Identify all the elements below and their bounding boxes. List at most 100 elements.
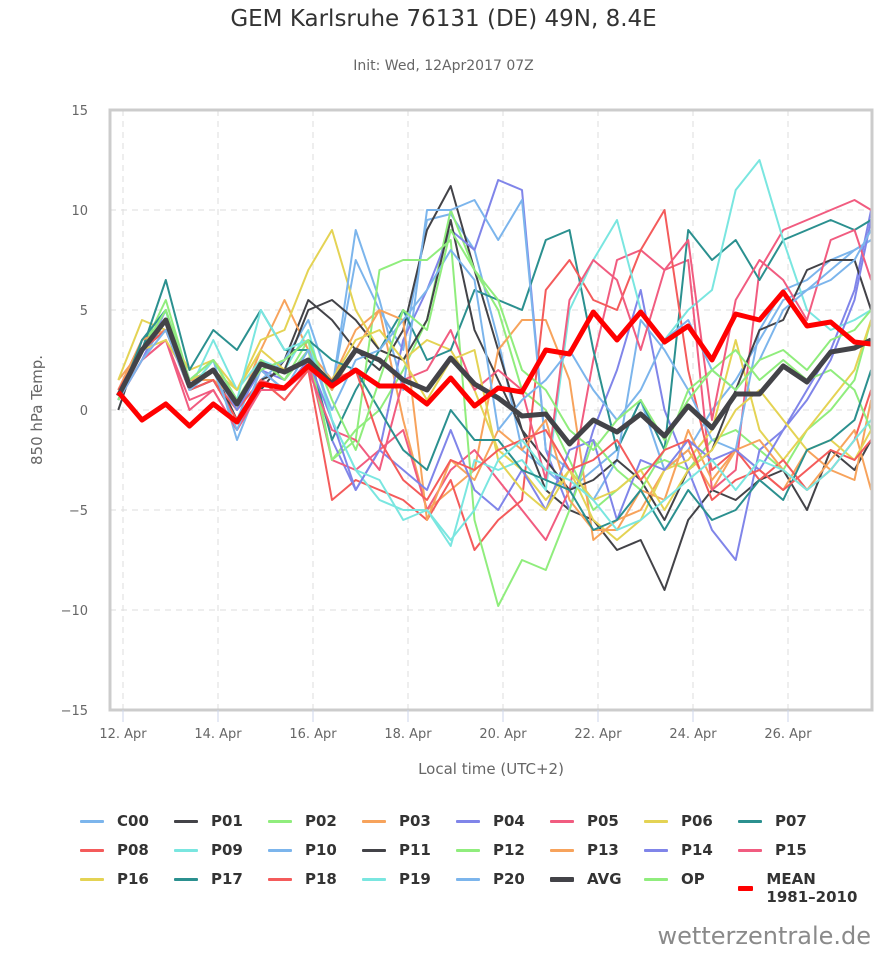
legend-item-p19[interactable]: P19 <box>362 870 431 888</box>
legend-swatch <box>550 876 574 882</box>
legend-swatch <box>738 848 762 852</box>
legend-swatch <box>738 885 754 891</box>
legend-item-p11[interactable]: P11 <box>362 841 431 859</box>
legend-swatch <box>268 848 292 852</box>
x-tick-label: 18. Apr <box>384 727 432 742</box>
legend-item-op[interactable]: OP <box>644 870 705 888</box>
y-tick-label: −15 <box>61 704 88 719</box>
legend-item-p14[interactable]: P14 <box>644 841 713 859</box>
series-line-p14 <box>117 219 873 521</box>
legend-item-p20[interactable]: P20 <box>456 870 525 888</box>
y-tick-label: 10 <box>71 204 88 219</box>
legend-item-p04[interactable]: P04 <box>456 812 525 830</box>
legend-item-p02[interactable]: P02 <box>268 812 337 830</box>
legend-label: P14 <box>681 841 713 859</box>
legend-item-p16[interactable]: P16 <box>80 870 149 888</box>
x-tick-label: 12. Apr <box>99 727 147 742</box>
legend-item-p17[interactable]: P17 <box>174 870 243 888</box>
legend-swatch <box>550 819 574 823</box>
x-tick-label: 26. Apr <box>764 727 812 742</box>
legend-label: P19 <box>399 870 431 888</box>
legend-swatch <box>456 848 480 852</box>
chart-subtitle: Init: Wed, 12Apr2017 07Z <box>353 58 534 74</box>
legend-item-p18[interactable]: P18 <box>268 870 337 888</box>
series-layer <box>116 159 873 607</box>
series-line-p15 <box>117 229 873 481</box>
legend-swatch <box>456 819 480 823</box>
legend-label: P03 <box>399 812 431 830</box>
legend-swatch <box>362 819 386 823</box>
legend-label: P10 <box>305 841 337 859</box>
legend-swatch <box>80 819 104 823</box>
y-tick-label: −5 <box>69 504 88 519</box>
x-tick-label: 16. Apr <box>289 727 337 742</box>
legend-swatch <box>550 848 574 852</box>
y-tick-label: 15 <box>71 104 88 119</box>
legend-swatch <box>644 819 668 823</box>
legend-item-p10[interactable]: P10 <box>268 841 337 859</box>
legend-item-p05[interactable]: P05 <box>550 812 619 830</box>
legend-label: P20 <box>493 870 525 888</box>
legend-label: P09 <box>211 841 243 859</box>
legend-swatch <box>362 848 386 852</box>
legend-label: P17 <box>211 870 243 888</box>
legend-item-p01[interactable]: P01 <box>174 812 243 830</box>
legend-label: P01 <box>211 812 243 830</box>
legend-item-p09[interactable]: P09 <box>174 841 243 859</box>
y-tick-label: −10 <box>61 604 88 619</box>
legend-label: P07 <box>775 812 807 830</box>
legend-item-c00[interactable]: C00 <box>80 812 149 830</box>
legend-swatch <box>362 877 386 881</box>
legend-swatch <box>174 877 198 881</box>
series-line-avg <box>116 317 873 447</box>
legend-label: P11 <box>399 841 431 859</box>
y-axis-title: 850 hPa Temp. <box>28 355 46 465</box>
legend-swatch <box>738 819 762 823</box>
legend-label: C00 <box>117 812 149 830</box>
legend-swatch <box>174 819 198 823</box>
plot-frame <box>108 108 874 712</box>
chart-title: GEM Karlsruhe 76131 (DE) 49N, 8.4E <box>230 6 657 32</box>
x-tick-label: 24. Apr <box>669 727 717 742</box>
series-line-p19 <box>117 309 872 541</box>
legend-label: P02 <box>305 812 337 830</box>
legend-swatch <box>644 848 668 852</box>
x-tick-label: 22. Apr <box>574 727 622 742</box>
legend-label: P05 <box>587 812 619 830</box>
legend-swatch <box>80 848 104 852</box>
legend-item-p13[interactable]: P13 <box>550 841 619 859</box>
legend-label: P15 <box>775 841 807 859</box>
legend-label: OP <box>681 870 705 888</box>
legend-swatch <box>644 877 668 881</box>
legend-item-mean-1981-2010[interactable]: MEAN 1981–2010 <box>738 870 860 906</box>
legend-label: P16 <box>117 870 149 888</box>
legend-label: P12 <box>493 841 525 859</box>
legend-swatch <box>268 877 292 881</box>
series-line-mean-1981-2010 <box>116 289 872 429</box>
legend-swatch <box>174 848 198 852</box>
axis-layer: 15 10 5 0 −5 −10 −15 12. Apr 14. Apr 16. Apr 18. A… <box>61 104 813 742</box>
legend-label: P18 <box>305 870 337 888</box>
legend-item-p12[interactable]: P12 <box>456 841 525 859</box>
legend-item-p03[interactable]: P03 <box>362 812 431 830</box>
legend-item-p06[interactable]: P06 <box>644 812 713 830</box>
legend-label: MEAN 1981–2010 <box>766 870 858 906</box>
series-line-p02 <box>117 209 873 511</box>
legend-item-avg[interactable]: AVG <box>550 870 622 888</box>
y-tick-label: 0 <box>80 404 88 419</box>
legend-label: AVG <box>587 870 622 888</box>
x-tick-label: 14. Apr <box>194 727 242 742</box>
chart-plot: 15 10 5 0 −5 −10 −15 12. Apr 14. Apr 16. Apr 18. A… <box>28 104 874 778</box>
x-axis-title: Local time (UTC+2) <box>418 760 564 778</box>
legend-swatch <box>80 877 104 881</box>
legend-item-p08[interactable]: P08 <box>80 841 149 859</box>
legend-swatch <box>456 877 480 881</box>
series-line-p09 <box>117 159 872 547</box>
legend-item-p15[interactable]: P15 <box>738 841 807 859</box>
legend-label: P08 <box>117 841 149 859</box>
y-tick-label: 5 <box>80 304 88 319</box>
legend-label: P13 <box>587 841 619 859</box>
x-tick-label: 20. Apr <box>479 727 527 742</box>
legend-item-p07[interactable]: P07 <box>738 812 807 830</box>
legend-label: P04 <box>493 812 525 830</box>
